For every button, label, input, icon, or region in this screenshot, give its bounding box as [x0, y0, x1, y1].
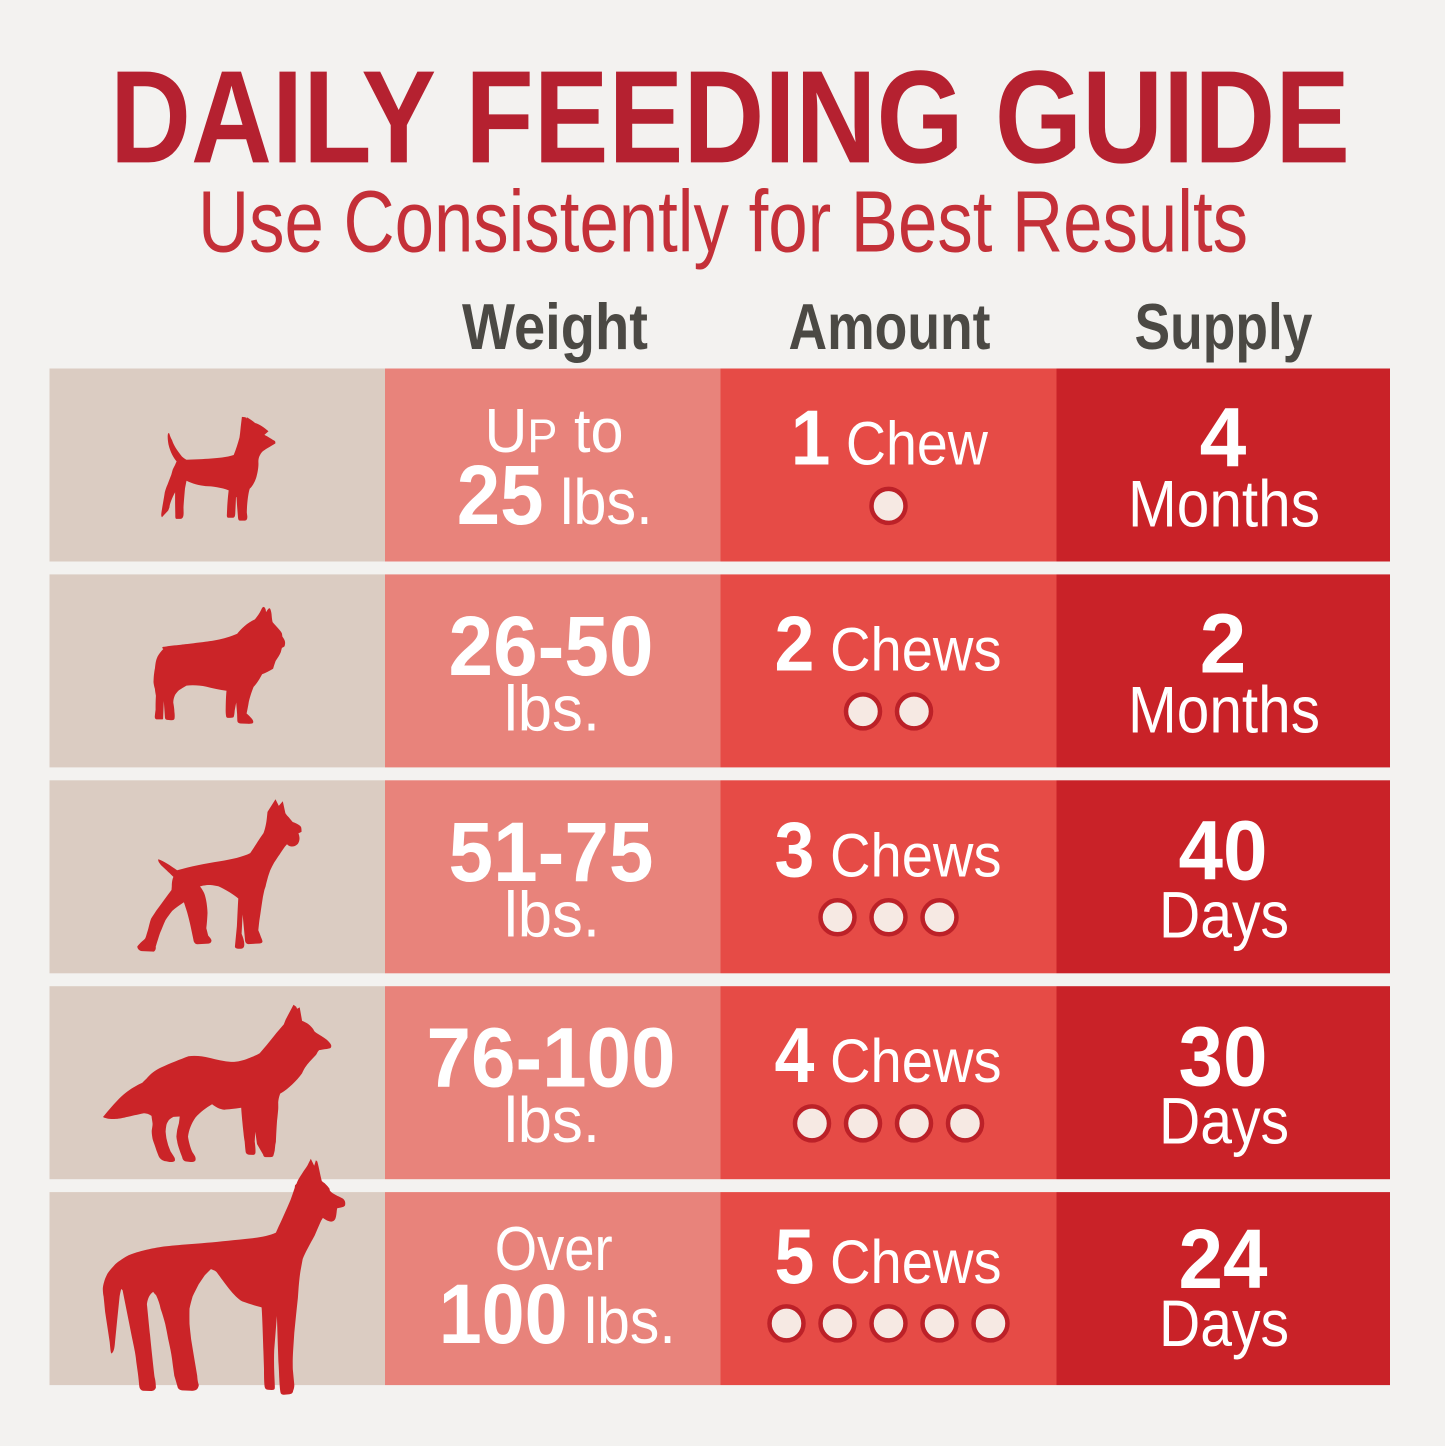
svg-text:Days: Days [1159, 878, 1289, 952]
svg-text:Days: Days [1159, 1084, 1289, 1158]
svg-text:Supply: Supply [1135, 290, 1313, 363]
svg-text:lbs.: lbs. [504, 878, 600, 950]
svg-text:26-50: 26-50 [449, 599, 654, 693]
svg-text:lbs.: lbs. [504, 1084, 600, 1156]
svg-text:51-75: 51-75 [449, 805, 654, 899]
svg-text:lbs.: lbs. [504, 672, 600, 744]
svg-text:2: 2 [1200, 596, 1247, 690]
svg-text:DAILY FEEDING GUIDE: DAILY FEEDING GUIDE [110, 43, 1350, 190]
svg-text:Amount: Amount [789, 290, 991, 363]
svg-text:24: 24 [1179, 1212, 1268, 1306]
svg-text:Days: Days [1159, 1286, 1289, 1360]
svg-text:UP to: UP to [485, 397, 624, 466]
svg-text:Months: Months [1128, 672, 1320, 746]
svg-text:100 lbs.: 100 lbs. [439, 1267, 676, 1361]
svg-text:Use Consistently for Best Resu: Use Consistently for Best Results [198, 174, 1248, 271]
svg-text:4: 4 [1200, 391, 1247, 485]
svg-text:4 Chews: 4 Chews [775, 1011, 1002, 1099]
svg-text:Months: Months [1128, 467, 1320, 541]
svg-text:30: 30 [1179, 1009, 1268, 1103]
svg-text:Weight: Weight [462, 290, 648, 363]
svg-text:Over: Over [495, 1215, 613, 1284]
svg-text:76-100: 76-100 [427, 1011, 676, 1105]
svg-text:40: 40 [1179, 804, 1268, 898]
